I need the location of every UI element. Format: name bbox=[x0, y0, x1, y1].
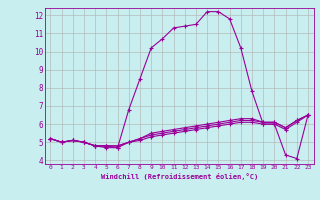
X-axis label: Windchill (Refroidissement éolien,°C): Windchill (Refroidissement éolien,°C) bbox=[100, 173, 258, 180]
